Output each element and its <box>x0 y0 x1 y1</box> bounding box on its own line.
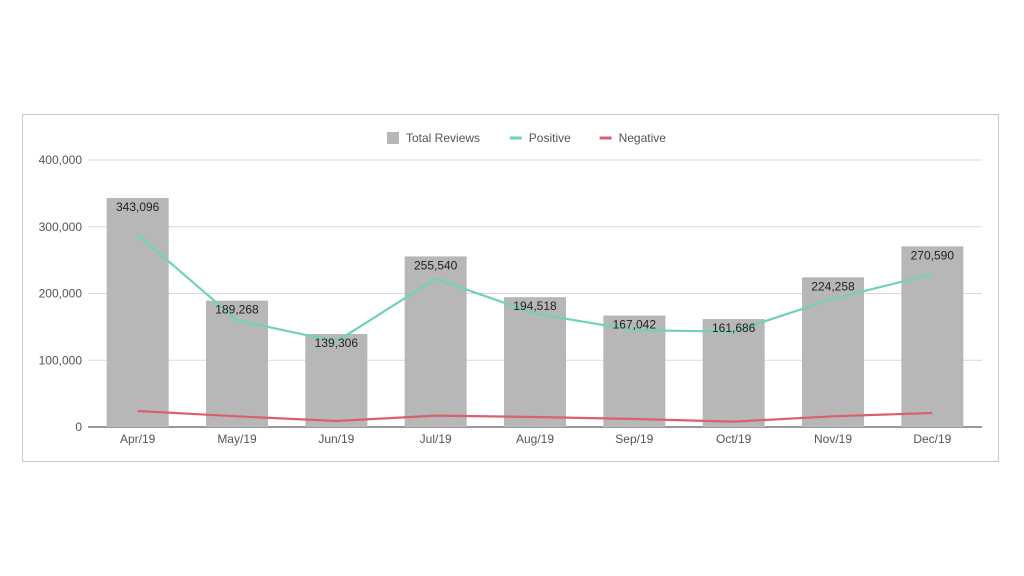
bar-data-label: 161,686 <box>712 321 756 335</box>
bar <box>702 319 765 427</box>
bar <box>603 315 666 427</box>
x-tick-label: Apr/19 <box>120 432 156 446</box>
bar-data-label: 224,258 <box>811 279 855 293</box>
bar-data-label: 189,268 <box>215 303 259 317</box>
y-tick-label: 300,000 <box>39 220 83 234</box>
bar-data-label: 255,540 <box>414 258 458 272</box>
bar <box>802 277 864 427</box>
y-tick-label: 100,000 <box>39 353 83 367</box>
x-tick-label: Aug/19 <box>516 432 554 446</box>
x-axis-tick-labels: Apr/19 May/19 Jun/19 Jul/19 Aug/19 Sep/19 Oct/… <box>120 432 952 446</box>
legend-label: Negative <box>619 131 667 145</box>
line-negative <box>137 409 933 423</box>
legend-swatch-bar <box>387 132 399 144</box>
x-tick-label: Nov/19 <box>814 432 852 446</box>
y-tick-label: 400,000 <box>39 153 83 167</box>
bar-data-label: 270,590 <box>911 248 955 262</box>
bar <box>206 300 268 427</box>
y-tick-label: 0 <box>75 420 82 434</box>
x-tick-label: Dec/19 <box>913 432 951 446</box>
bar-data-label: 139,306 <box>315 336 359 350</box>
x-tick-label: Jun/19 <box>318 432 354 446</box>
legend-label: Positive <box>529 131 571 145</box>
bars-total-reviews <box>106 197 964 427</box>
bar <box>504 297 566 427</box>
bar <box>305 334 368 427</box>
x-tick-label: May/19 <box>217 432 257 446</box>
x-tick-label: Sep/19 <box>615 432 653 446</box>
line-positive <box>136 233 933 343</box>
bar-data-label: 343,096 <box>116 200 160 214</box>
bar-data-label: 194,518 <box>513 299 557 313</box>
legend-label: Total Reviews <box>406 131 480 145</box>
bar <box>901 246 964 427</box>
bar-data-labels: 343,096 189,268 139,306 255,540 194,518 167,0… <box>116 200 954 350</box>
bar-data-label: 167,042 <box>613 317 657 331</box>
bar <box>404 256 467 427</box>
legend: Total Reviews Positive Negative <box>387 131 666 145</box>
y-tick-label: 200,000 <box>39 287 83 301</box>
x-tick-label: Oct/19 <box>716 432 752 446</box>
series-lines <box>136 233 933 423</box>
x-tick-label: Jul/19 <box>420 432 452 446</box>
y-axis-tick-labels: 0 100,000 200,000 300,000 400,000 <box>39 153 83 434</box>
bar <box>106 197 169 427</box>
